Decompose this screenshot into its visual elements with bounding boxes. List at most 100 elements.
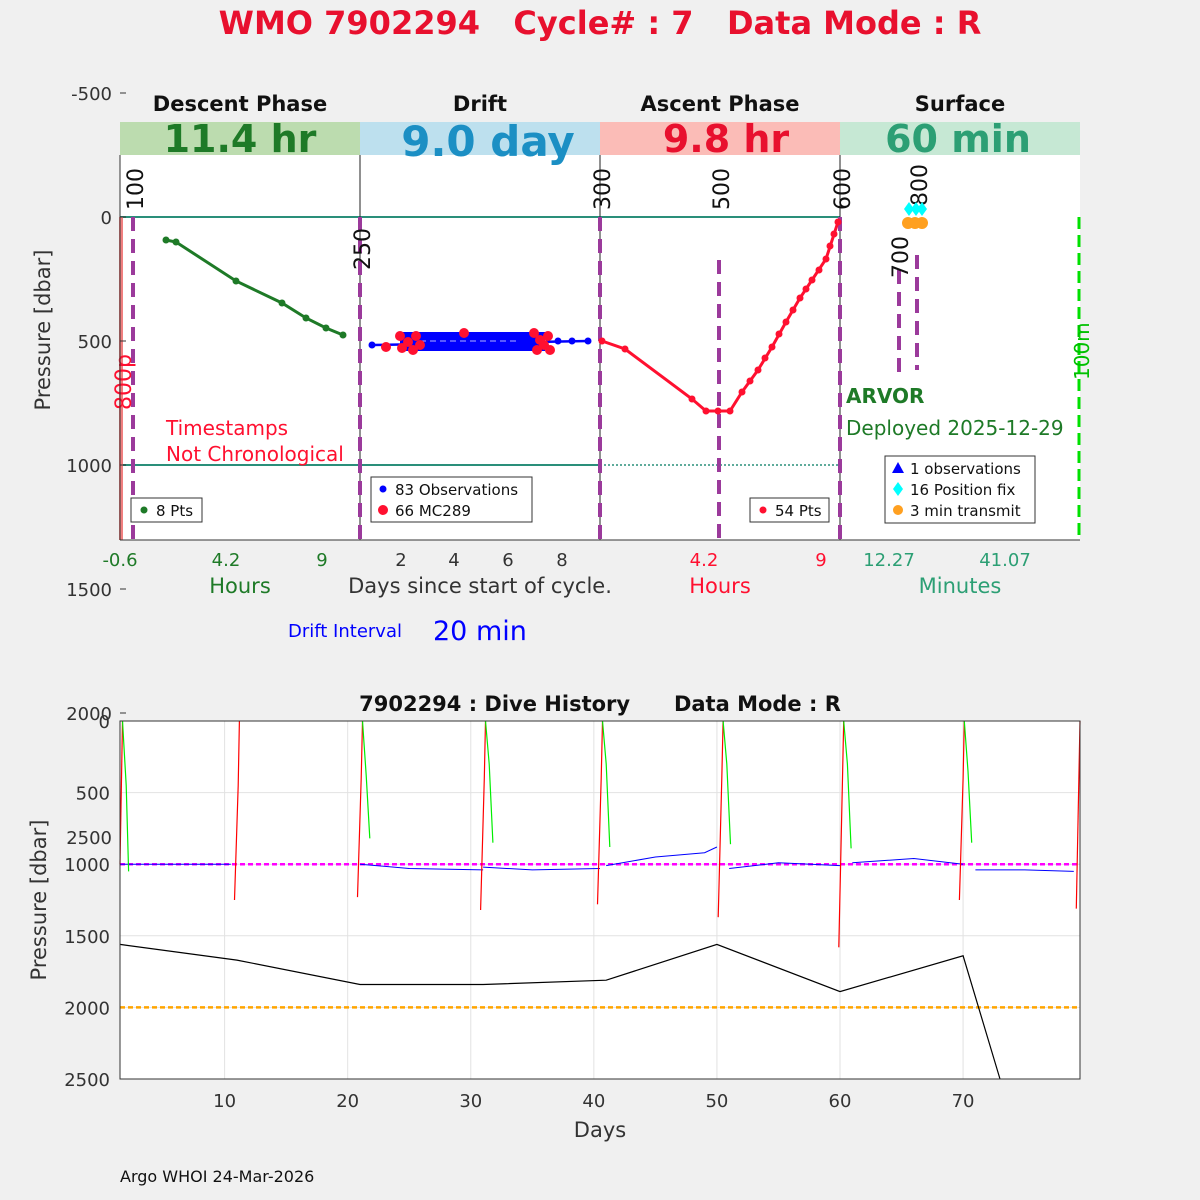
- mc289-point: [415, 340, 425, 350]
- ascent-point: [789, 306, 797, 314]
- ascent-point: [826, 242, 834, 250]
- drift-point: [568, 337, 576, 345]
- descent-profile: [963, 720, 973, 843]
- ascent-point: [782, 318, 790, 326]
- ascent-point: [775, 330, 783, 338]
- marker-label-100m: 100m: [1070, 322, 1094, 380]
- ascent-profile: [958, 720, 965, 901]
- cycle-panel-y-ticks: -500 0 500 1000 1500 2000 2500: [66, 84, 126, 849]
- descent-xtick: 9: [316, 550, 327, 571]
- drift-legend-mc289-label: 66 MC289: [395, 502, 471, 520]
- drift-segment: [606, 846, 718, 867]
- warning-line-1: Timestamps: [165, 416, 288, 440]
- mc289-point: [543, 331, 553, 341]
- ascent-point: [834, 218, 842, 226]
- x-tick-label: 50: [705, 1091, 728, 1112]
- x-tick-label: 70: [952, 1091, 975, 1112]
- drift-legend-mc289-marker: [378, 505, 388, 515]
- dive-history-reference-lines: [120, 862, 1080, 1009]
- descent-legend: 8 Pts: [130, 497, 203, 523]
- x-tick-label: 60: [829, 1091, 852, 1112]
- surface-duration-box: [840, 122, 1080, 155]
- mc289-point: [532, 345, 542, 355]
- drift-xtick: 6: [502, 550, 513, 571]
- surface-legend-transmit-label: 3 min transmit: [910, 502, 1021, 520]
- mc289-point: [411, 331, 421, 341]
- drift-x-label: Days since start of cycle.: [348, 574, 612, 598]
- y-tick-label: 2000: [66, 704, 112, 725]
- surface-legend: 1 observations 16 Position fix 3 min tra…: [884, 455, 1036, 524]
- figure-title: WMO 7902294 Cycle# : 7 Data Mode : R: [219, 4, 982, 42]
- surface-legend-obs-label: 1 observations: [910, 460, 1021, 478]
- y-tick-label: 1500: [64, 927, 110, 948]
- ascent-point: [738, 388, 746, 396]
- surface-duration: 60 min: [885, 117, 1031, 161]
- marker-label-700: 700: [889, 236, 914, 278]
- ascent-point: [796, 294, 804, 302]
- dive-history-x-label: Days: [574, 1118, 626, 1142]
- ascent-point: [754, 366, 762, 374]
- ascent-point: [688, 395, 696, 403]
- y-tick-label: 500: [76, 784, 110, 805]
- descent-phase-title: Descent Phase: [153, 92, 327, 116]
- ascent-profile: [596, 720, 604, 905]
- x-tick-label: 30: [459, 1091, 482, 1112]
- event-markers: [131, 217, 919, 540]
- surface-xtick: 41.07: [979, 550, 1031, 571]
- x-tick-label: 20: [336, 1091, 359, 1112]
- dive-history-series: [119, 720, 1081, 1080]
- descent-profile: [484, 720, 494, 843]
- ascent-legend-label: 54 Pts: [775, 502, 822, 520]
- surface-xtick: 12.27: [863, 550, 915, 571]
- ascent-point: [822, 255, 830, 263]
- dive-history-title: 7902294 : Dive History Data Mode : R: [359, 692, 841, 716]
- y-tick-label: 1500: [66, 580, 112, 601]
- ascent-points: [598, 218, 842, 415]
- ascent-profile: [838, 720, 845, 948]
- descent-xtick: -0.6: [102, 550, 137, 571]
- ascent-point: [815, 266, 823, 274]
- deployed-date: Deployed 2025-12-29: [846, 416, 1064, 440]
- position-fix-legend-icon: [893, 482, 903, 496]
- drift-legend: 83 Observations 66 MC289: [370, 476, 533, 523]
- dive-history-y-ticks: 0 500 1000 1500 2000 2500: [64, 712, 110, 1091]
- drift-points: [368, 337, 592, 349]
- ascent-point: [808, 276, 816, 284]
- ascent-point: [702, 407, 710, 415]
- drift-point: [554, 337, 562, 345]
- cycle-panel-y-label: Pressure [dbar]: [31, 250, 55, 411]
- descent-profile: [601, 720, 611, 848]
- y-tick-label: 1000: [66, 456, 112, 477]
- ascent-xtick: 4.2: [690, 550, 719, 571]
- drift-interval-value: 20 min: [433, 616, 527, 647]
- y-tick-label: -500: [71, 84, 112, 105]
- descent-points: [162, 236, 347, 339]
- descent-x-label: Hours: [209, 574, 271, 598]
- drift-legend-box: [370, 476, 533, 523]
- observation-legend-icon: [892, 462, 904, 473]
- surface-points: [902, 202, 928, 229]
- transmit-legend-icon: [893, 505, 903, 515]
- drift-segment: [975, 869, 1074, 872]
- descent-point: [162, 236, 170, 244]
- ascent-xtick: 9: [815, 550, 826, 571]
- drift-segment: [483, 866, 601, 871]
- drift-interval-label: Drift Interval: [288, 621, 402, 642]
- marker-label-600: 600: [831, 168, 856, 210]
- footer-credit: Argo WHOI 24-Mar-2026: [120, 1167, 314, 1186]
- ascent-profile: [1075, 720, 1081, 909]
- drift-segment: [359, 863, 484, 871]
- mc289-point: [545, 345, 555, 355]
- dive-history-y-label: Pressure [dbar]: [27, 820, 51, 981]
- descent-duration-box: [120, 122, 360, 155]
- ascent-profile: [356, 720, 364, 898]
- ascent-duration-box: [600, 122, 840, 155]
- drift-xtick: 4: [448, 550, 459, 571]
- descent-legend-label: 8 Pts: [156, 502, 193, 520]
- y-tick-label: 0: [101, 208, 112, 229]
- descent-profile: [843, 720, 852, 849]
- descent-point: [278, 299, 286, 307]
- mc289-point: [381, 342, 391, 352]
- warning-line-2: Not Chronological: [166, 442, 344, 466]
- descent-profile: [361, 720, 371, 839]
